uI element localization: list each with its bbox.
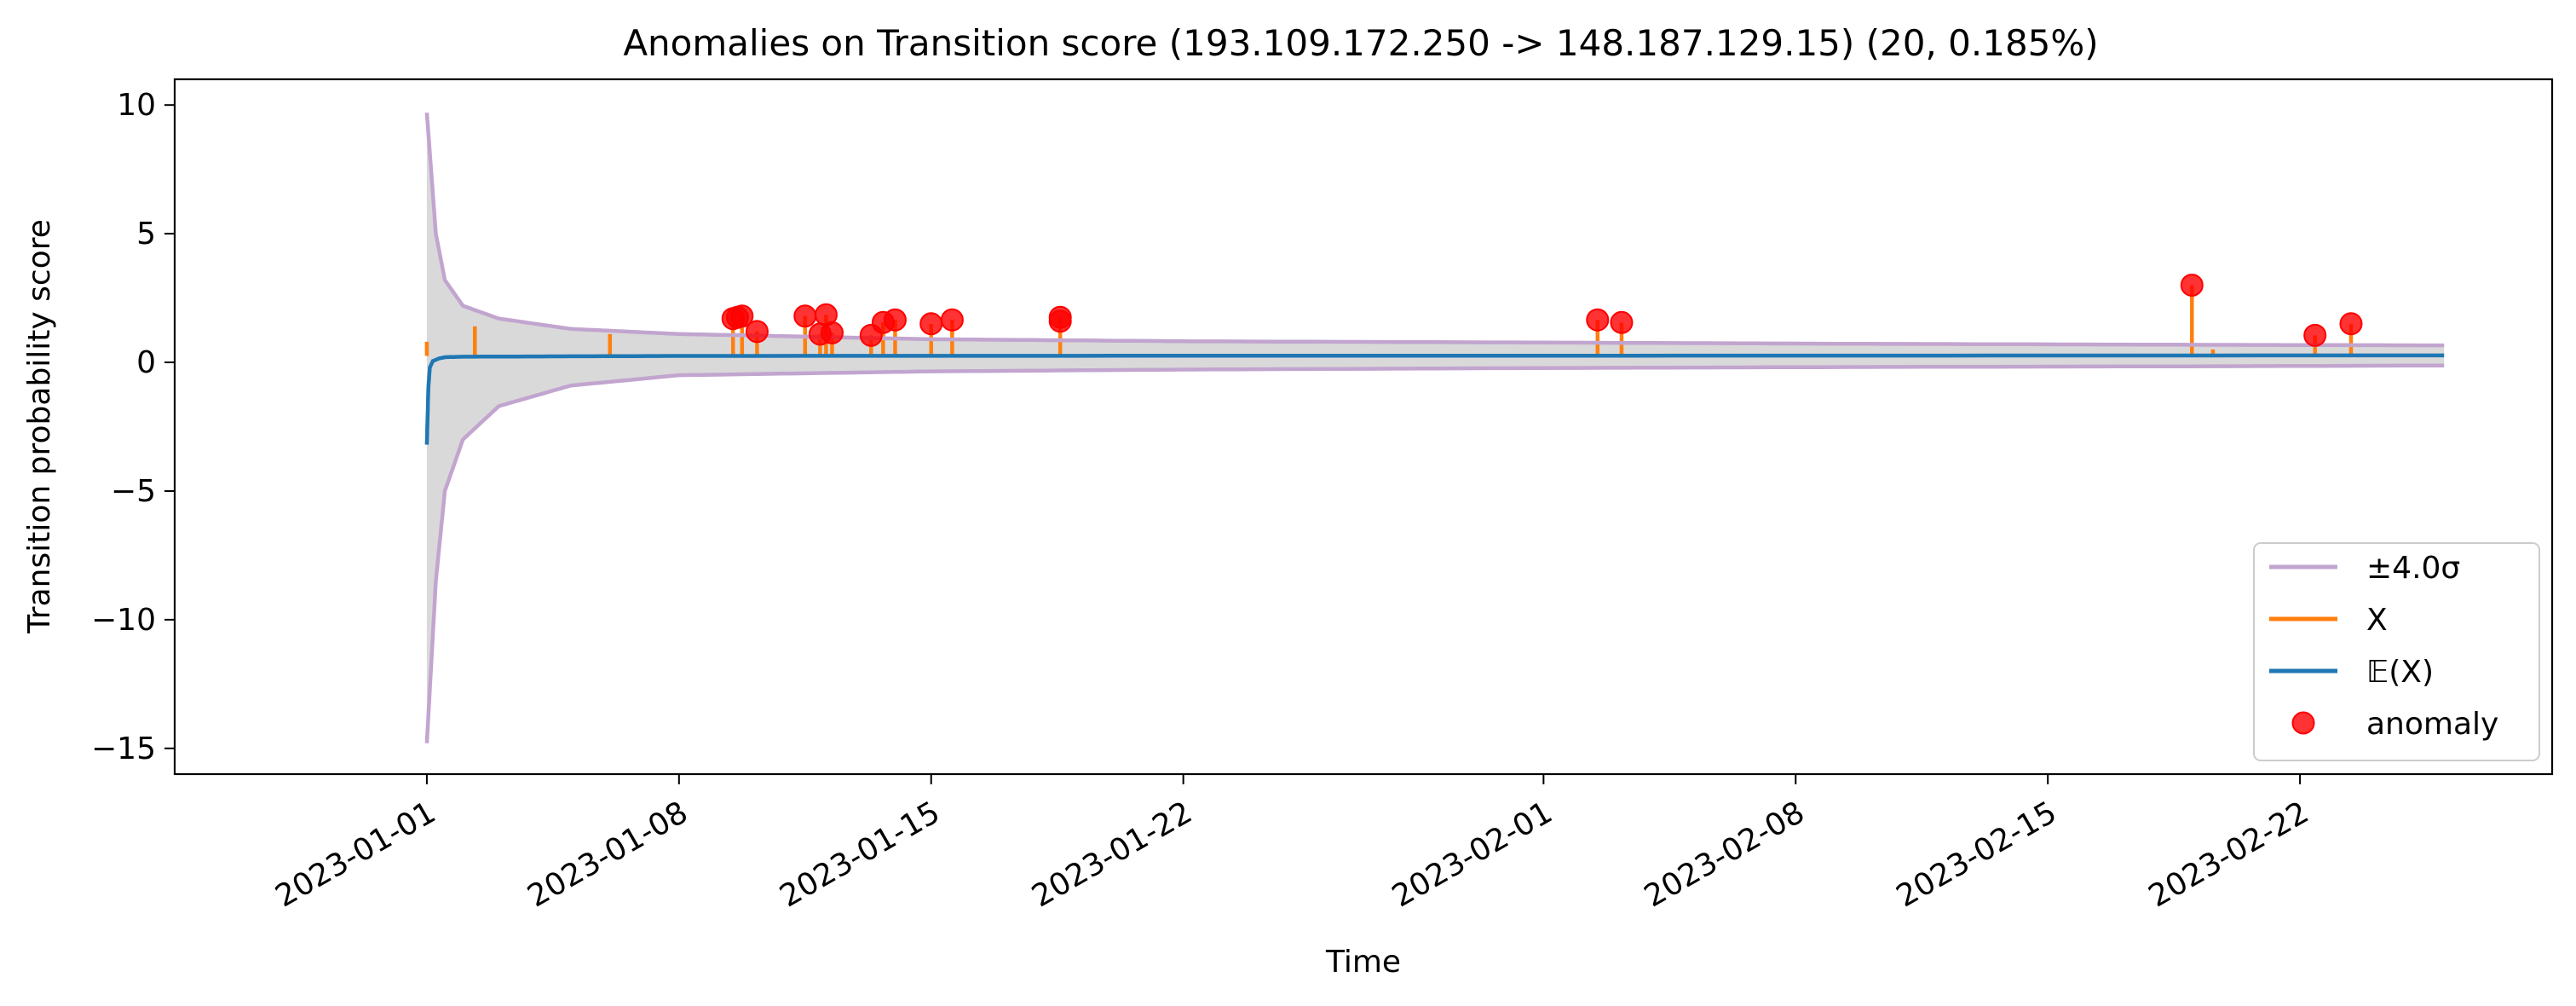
anomaly-point [2303, 323, 2327, 347]
y-tick-label: 5 [136, 217, 156, 252]
legend-label: ±4.0σ [2366, 551, 2460, 586]
x-tick-label: 2023-02-01 [1386, 795, 1559, 914]
anomaly-point [745, 320, 769, 344]
anomaly-point [883, 308, 907, 332]
axis-ticks: 10 5 0 −5 −10 −15 2023-01-01 2023-01-08 2023-01-… [91, 88, 2314, 914]
legend-label: X [2366, 603, 2388, 638]
y-tick-label: −15 [91, 731, 156, 766]
anomaly-point [919, 312, 943, 336]
expected-line [424, 353, 2445, 445]
legend-label: anomaly [2366, 707, 2498, 742]
y-tick-label: −10 [91, 603, 156, 638]
x-tick-label: 2023-01-15 [774, 795, 946, 914]
anomaly-point [793, 304, 817, 328]
x-tick-label: 2023-01-01 [270, 795, 442, 914]
anomaly-point [2180, 273, 2204, 297]
anomaly-point [2339, 312, 2363, 336]
plot-area [424, 113, 2445, 743]
sigma-band-fill [426, 113, 2445, 743]
x-tick-label: 2023-02-15 [1891, 795, 2063, 914]
x-tick-label: 2023-02-08 [1639, 795, 1811, 914]
y-tick-label: −5 [111, 474, 156, 509]
anomaly-point [1048, 309, 1072, 333]
x-axis-label: Time [1325, 945, 1401, 980]
chart-title: Anomalies on Transition score (193.109.1… [623, 22, 2098, 64]
legend: ±4.0σ X 𝔼(X) anomaly [2253, 542, 2540, 761]
x-tick-label: 2023-01-08 [522, 795, 694, 914]
axes-frame [173, 78, 2554, 776]
x-tick-label: 2023-01-22 [1026, 795, 1198, 914]
x-tick-label: 2023-02-22 [2143, 795, 2315, 914]
y-tick-label: 0 [136, 345, 156, 380]
anomaly-point [820, 321, 844, 344]
sigma-lower-line [424, 363, 2445, 743]
y-axis-label: Transition probability score [22, 219, 57, 634]
anomaly-point [1586, 308, 1610, 332]
legend-label: 𝔼(X) [2366, 655, 2434, 690]
anomaly-point [1610, 310, 1634, 334]
legend-swatch [2291, 711, 2315, 735]
sigma-upper-line [424, 113, 2445, 348]
anomaly-point [940, 308, 964, 332]
y-tick-label: 10 [117, 88, 156, 123]
anomaly-point [726, 305, 750, 329]
legend-box [2253, 542, 2540, 761]
